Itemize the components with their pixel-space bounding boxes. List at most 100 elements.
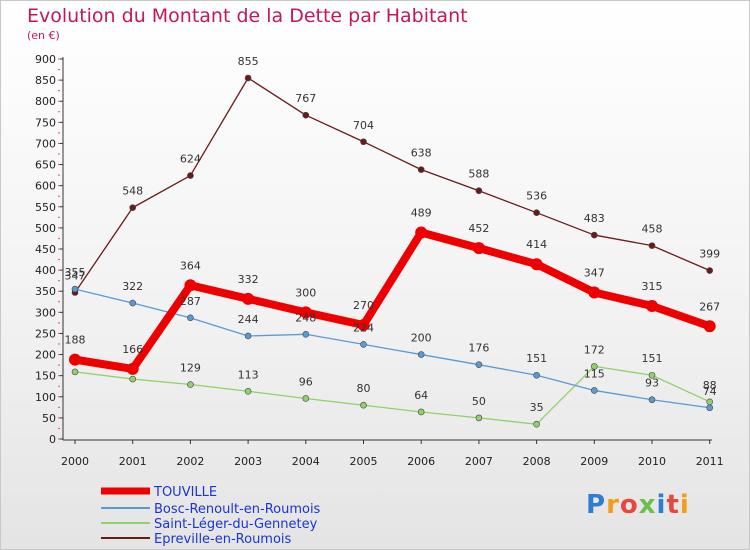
data-label-bosc-renoult-en-roumois: 244 bbox=[238, 313, 259, 326]
y-tick-label: 100 bbox=[35, 391, 56, 404]
data-point-saint-leger-du-gennetey bbox=[244, 387, 252, 395]
data-point-epreville-en-roumois bbox=[648, 242, 656, 249]
data-point-epreville-en-roumois bbox=[302, 111, 310, 119]
data-label-epreville-en-roumois: 548 bbox=[122, 185, 143, 198]
data-label-epreville-en-roumois: 624 bbox=[180, 153, 201, 166]
data-point-touville bbox=[646, 300, 658, 312]
series-line-saint-leger-du-gennetey bbox=[74, 365, 711, 425]
data-point-saint-leger-du-gennetey bbox=[648, 371, 656, 379]
data-label-touville: 364 bbox=[180, 259, 201, 272]
legend-label-bosc-renoult-en-roumois: Bosc-Renoult-en-Roumois bbox=[154, 502, 321, 517]
data-point-saint-leger-du-gennetey bbox=[360, 401, 367, 409]
data-point-bosc-renoult-en-roumois bbox=[648, 396, 656, 404]
data-label-bosc-renoult-en-roumois: 115 bbox=[584, 367, 605, 380]
data-label-epreville-en-roumois: 347 bbox=[65, 269, 86, 282]
y-tick-label: 600 bbox=[35, 180, 56, 193]
y-tick-label: 550 bbox=[35, 201, 56, 214]
data-label-bosc-renoult-en-roumois: 74 bbox=[703, 385, 717, 398]
data-point-saint-leger-du-gennetey bbox=[71, 368, 79, 376]
data-point-bosc-renoult-en-roumois bbox=[360, 341, 367, 348]
data-point-epreville-en-roumois bbox=[475, 187, 483, 195]
data-point-epreville-en-roumois bbox=[590, 231, 598, 239]
data-point-touville bbox=[588, 286, 601, 299]
data-label-saint-leger-du-gennetey: 88 bbox=[703, 379, 717, 392]
series-line-bosc-renoult-en-roumois bbox=[74, 288, 711, 409]
data-point-bosc-renoult-en-roumois bbox=[475, 361, 483, 368]
data-label-touville: 452 bbox=[468, 222, 489, 235]
legend-label-touville: TOUVILLE bbox=[153, 485, 217, 500]
data-label-bosc-renoult-en-roumois: 322 bbox=[122, 280, 143, 293]
x-tick-label: 2000 bbox=[61, 455, 89, 468]
data-label-saint-leger-du-gennetey: 151 bbox=[642, 352, 663, 365]
data-point-bosc-renoult-en-roumois bbox=[533, 371, 540, 379]
x-tick-label: 2005 bbox=[350, 455, 378, 468]
data-point-saint-leger-du-gennetey bbox=[302, 395, 310, 402]
data-point-touville bbox=[184, 279, 197, 292]
x-tick-label: 2003 bbox=[234, 455, 262, 468]
data-point-touville bbox=[69, 353, 81, 366]
x-tick-label: 2002 bbox=[176, 455, 204, 468]
data-point-touville bbox=[357, 319, 370, 331]
logo-letter: P bbox=[586, 490, 607, 520]
y-tick-label: 0 bbox=[49, 433, 56, 446]
logo-letter: t bbox=[666, 490, 680, 520]
data-label-touville: 267 bbox=[699, 300, 720, 313]
x-tick-label: 2009 bbox=[580, 455, 608, 468]
x-tick-label: 2004 bbox=[292, 455, 320, 468]
data-label-touville: 300 bbox=[295, 286, 316, 299]
data-label-bosc-renoult-en-roumois: 93 bbox=[645, 377, 659, 390]
series-line-epreville-en-roumois bbox=[74, 77, 711, 294]
data-point-bosc-renoult-en-roumois bbox=[71, 285, 79, 293]
data-point-bosc-renoult-en-roumois bbox=[129, 299, 136, 307]
data-point-touville bbox=[299, 306, 312, 319]
data-label-touville: 414 bbox=[526, 238, 547, 251]
logo-letter: i bbox=[679, 490, 690, 520]
data-label-epreville-en-roumois: 767 bbox=[295, 92, 316, 105]
y-tick-label: 150 bbox=[35, 370, 56, 383]
data-label-bosc-renoult-en-roumois: 151 bbox=[526, 352, 547, 365]
data-point-epreville-en-roumois bbox=[360, 138, 367, 146]
data-label-bosc-renoult-en-roumois: 355 bbox=[65, 266, 86, 279]
data-point-bosc-renoult-en-roumois bbox=[244, 332, 252, 340]
data-label-touville: 188 bbox=[65, 334, 86, 347]
data-label-epreville-en-roumois: 588 bbox=[468, 168, 489, 181]
data-label-epreville-en-roumois: 638 bbox=[411, 147, 432, 160]
data-label-epreville-en-roumois: 704 bbox=[353, 119, 374, 132]
data-label-touville: 489 bbox=[411, 207, 432, 220]
data-label-epreville-en-roumois: 536 bbox=[526, 190, 547, 203]
x-tick-label: 2010 bbox=[638, 455, 666, 468]
data-point-bosc-renoult-en-roumois bbox=[590, 387, 598, 394]
data-point-epreville-en-roumois bbox=[129, 204, 136, 211]
y-tick-label: 350 bbox=[35, 285, 56, 298]
data-label-bosc-renoult-en-roumois: 200 bbox=[411, 332, 432, 345]
legend-label-epreville-en-roumois: Epreville-en-Roumois bbox=[154, 532, 292, 547]
y-tick-label: 400 bbox=[35, 264, 56, 277]
data-point-touville bbox=[472, 242, 485, 255]
data-label-touville: 347 bbox=[584, 266, 605, 279]
data-point-epreville-en-roumois bbox=[706, 267, 714, 274]
series-line-touville bbox=[71, 228, 714, 373]
y-tick-label: 900 bbox=[35, 53, 56, 66]
data-label-epreville-en-roumois: 855 bbox=[238, 55, 259, 68]
y-tick-label: 300 bbox=[35, 306, 56, 319]
data-label-saint-leger-du-gennetey: 35 bbox=[530, 401, 544, 414]
data-point-epreville-en-roumois bbox=[417, 166, 425, 173]
data-label-saint-leger-du-gennetey: 129 bbox=[180, 362, 201, 375]
x-tick-label: 2001 bbox=[119, 455, 147, 468]
x-tick-label: 2007 bbox=[465, 455, 493, 468]
data-point-saint-leger-du-gennetey bbox=[475, 414, 483, 422]
y-tick-label: 750 bbox=[35, 116, 56, 129]
logo-letter: x bbox=[638, 490, 657, 520]
data-point-saint-leger-du-gennetey bbox=[417, 408, 425, 416]
data-label-epreville-en-roumois: 458 bbox=[642, 223, 663, 236]
data-label-bosc-renoult-en-roumois: 248 bbox=[295, 311, 316, 324]
data-label-epreville-en-roumois: 399 bbox=[699, 248, 720, 261]
data-point-saint-leger-du-gennetey bbox=[590, 363, 598, 370]
y-tick-label: 700 bbox=[35, 137, 56, 150]
data-point-touville bbox=[415, 226, 428, 239]
proxiti-logo: Proxiti bbox=[586, 490, 690, 520]
data-label-touville: 315 bbox=[642, 280, 663, 293]
y-tick-label: 200 bbox=[35, 349, 56, 362]
logo-letter: i bbox=[656, 490, 667, 520]
